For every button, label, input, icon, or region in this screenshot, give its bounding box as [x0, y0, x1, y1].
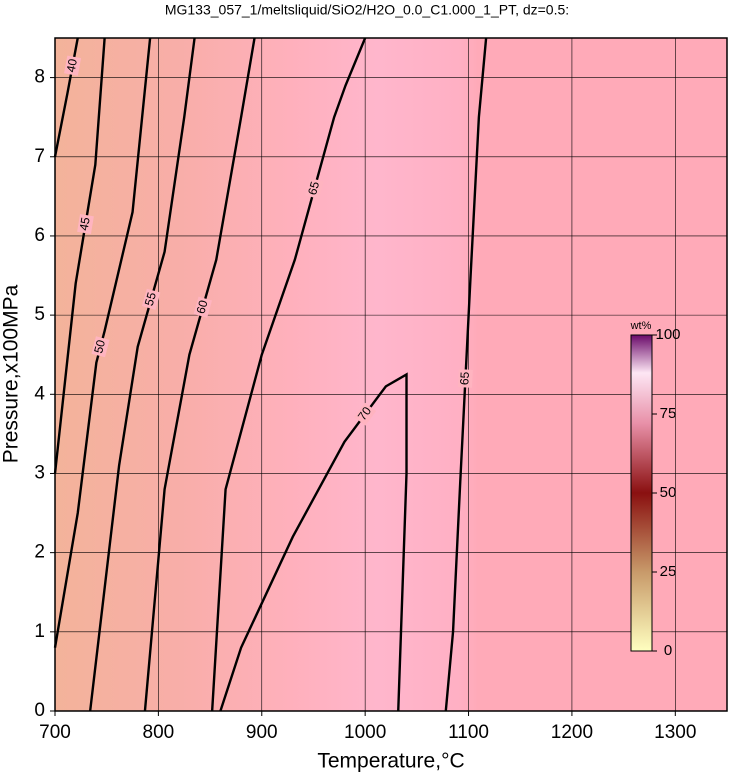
contour-label-bg: [141, 288, 161, 310]
contour-line: [210, 37, 367, 712]
contour-label-group: 65: [457, 369, 473, 388]
contour-label-bg: [64, 55, 82, 76]
colorbar: [630, 334, 653, 652]
y-tick-label: 3: [34, 462, 45, 483]
x-tick-label: 1300: [654, 722, 696, 743]
contour-label-bg: [193, 296, 213, 318]
contour-label-group: 60: [193, 296, 213, 318]
contour-label-bg: [354, 402, 377, 426]
colorbar-tick-label: 50: [660, 484, 677, 501]
colorbar-tick-label: 0: [664, 642, 672, 659]
contour-label-group: 40: [64, 55, 82, 76]
contour-label: 55: [142, 290, 159, 307]
y-tick-label: 1: [34, 621, 45, 642]
contour-label-bg: [305, 177, 324, 199]
x-axis-label: Temperature,°C: [317, 750, 464, 773]
colorbar-tick-label: 25: [660, 563, 677, 580]
contour-label-bg: [457, 369, 473, 388]
contour-label-group: 65: [305, 177, 324, 199]
y-tick-label: 4: [34, 383, 45, 404]
colorbar-tick-label: 75: [660, 405, 677, 422]
contour-label: 60: [193, 298, 210, 315]
chart-title: MG133_057_1/meltsliquid/SiO2/H2O_0.0_C1.…: [165, 2, 569, 18]
colorbar-tick-label: 100: [655, 326, 680, 343]
x-tick-label: 800: [143, 722, 175, 743]
contour-label-group: 50: [91, 336, 110, 358]
y-tick-label: 5: [34, 304, 45, 325]
x-tick-label: 900: [246, 722, 278, 743]
plot-background: [55, 38, 727, 711]
x-tick-label: 1100: [448, 722, 489, 743]
y-axis-label: Pressure,x100MPa: [0, 284, 23, 463]
y-tick-label: 8: [34, 67, 45, 88]
contour-label-bg: [77, 214, 94, 235]
contour-label-bg: [91, 336, 110, 358]
contour-line: [53, 37, 79, 157]
contour-label: 65: [457, 371, 472, 385]
contour-label: 40: [64, 57, 80, 73]
contour-label: 50: [91, 338, 108, 355]
x-tick-label: 700: [39, 722, 71, 743]
plot-frame: [54, 37, 728, 712]
contour-label: 45: [77, 216, 93, 232]
y-tick-label: 6: [34, 225, 45, 246]
contour-label: 65: [305, 180, 322, 197]
x-tick-label: 1000: [344, 722, 386, 743]
x-tick-label: 1200: [551, 722, 593, 743]
contours: 40 45 50 55 60 65 70 65: [53, 37, 488, 712]
contour-label-group: 45: [77, 214, 94, 235]
y-tick-label: 7: [34, 146, 45, 167]
contour-label-group: 55: [141, 288, 161, 310]
colorbar-label: wt%: [630, 320, 652, 332]
y-tick-label: 0: [34, 700, 45, 721]
y-tick-label: 2: [34, 542, 45, 563]
contour-label-group: 70: [354, 402, 377, 426]
